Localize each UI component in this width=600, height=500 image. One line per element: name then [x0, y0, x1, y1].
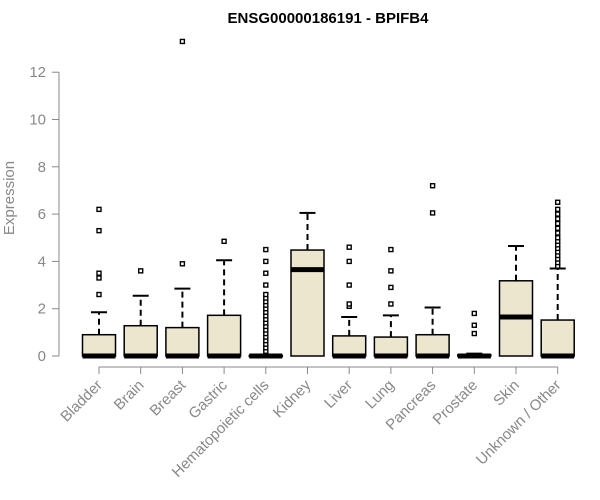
box-lung [373, 246, 409, 359]
box-hematopoietic-cells [248, 246, 284, 359]
box-iqr [206, 314, 242, 357]
outlier-point [388, 301, 394, 307]
box-unknown-other [540, 199, 575, 359]
outlier-point [555, 216, 561, 222]
outlier-point [555, 230, 561, 236]
outlier-point [346, 301, 352, 307]
box-gastric [206, 238, 242, 359]
outlier-point [388, 268, 394, 274]
outlier-point [263, 270, 269, 276]
outlier-point [263, 291, 269, 298]
outlier-point [471, 322, 477, 328]
y-tick-label: 12 [29, 64, 46, 81]
y-tick-label: 8 [38, 159, 46, 176]
x-tick-label: Brain [111, 377, 148, 414]
x-tick-label: Kidney [270, 376, 315, 421]
outlier-point [555, 211, 561, 217]
outlier-point [346, 258, 352, 265]
outlier-point [96, 227, 102, 234]
outlier-point [179, 38, 186, 45]
outlier-point [388, 246, 394, 253]
outlier-point [555, 235, 561, 241]
outlier-point [263, 258, 269, 265]
outlier-point [555, 225, 561, 231]
box-prostate [457, 310, 492, 359]
outlier-point [96, 275, 102, 281]
y-tick-label: 0 [38, 348, 46, 365]
box-iqr [290, 249, 325, 357]
box-brain [123, 268, 158, 359]
x-tick-label: Prostate [430, 377, 482, 429]
box-iqr [373, 336, 409, 357]
box-liver [331, 244, 367, 359]
outlier-point [179, 261, 186, 267]
chart-title: ENSG00000186191 - BPIFB4 [228, 10, 430, 27]
outlier-point [96, 270, 102, 276]
box-pancreas [415, 183, 450, 359]
outlier-point [555, 199, 561, 205]
x-tick-label: Lung [362, 377, 398, 413]
x-tick-label: Liver [321, 377, 356, 412]
outlier-point [263, 282, 269, 288]
outlier-point [429, 183, 436, 189]
outlier-point [221, 238, 227, 244]
outlier-point [346, 282, 352, 288]
boxes [81, 38, 575, 359]
box-iqr [123, 324, 158, 357]
outlier-point [346, 244, 352, 250]
box-iqr [81, 333, 117, 357]
outlier-point [137, 268, 144, 274]
outlier-point [263, 246, 269, 253]
outlier-point [96, 291, 102, 298]
box-iqr [540, 319, 575, 357]
box-iqr [331, 335, 367, 357]
box-iqr [415, 333, 450, 357]
y-tick-label: 10 [29, 112, 46, 129]
x-tick-label: Breast [147, 376, 190, 419]
box-iqr [165, 326, 200, 357]
box-breast [165, 38, 200, 359]
outlier-point [471, 310, 477, 317]
y-tick-label: 4 [38, 253, 46, 270]
outlier-point [555, 220, 561, 227]
x-tick-label: Skin [490, 377, 523, 410]
y-tick-label: 6 [38, 206, 46, 223]
y-axis: 0 2 4 6 8 10 12 [29, 64, 60, 365]
outlier-point [388, 284, 394, 291]
outlier-point [429, 210, 436, 216]
box-bladder [81, 206, 117, 359]
outlier-point [471, 330, 477, 337]
outlier-point [96, 206, 102, 213]
box-skin [498, 245, 534, 357]
y-tick-label: 2 [38, 301, 46, 318]
x-tick-label: Bladder [57, 377, 106, 426]
y-axis-label: Expression [1, 161, 18, 235]
box-kidney [290, 211, 325, 357]
outlier-point [555, 206, 561, 213]
